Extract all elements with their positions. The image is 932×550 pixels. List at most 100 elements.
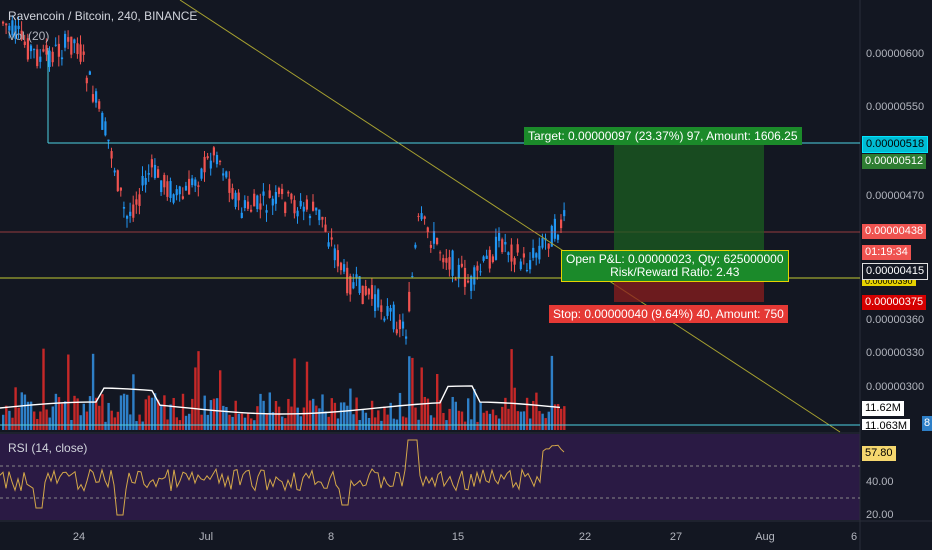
symbol-title[interactable]: Ravencoin / Bitcoin, 240, BINANCE bbox=[8, 9, 198, 23]
candle-body bbox=[370, 285, 374, 299]
candle-body bbox=[386, 306, 389, 316]
volume-bar bbox=[172, 397, 175, 430]
volume-bar bbox=[5, 405, 8, 430]
time-tick: 6 bbox=[850, 531, 858, 543]
volume-bar bbox=[110, 410, 113, 430]
candle-body bbox=[445, 258, 448, 263]
volume-bar bbox=[144, 399, 147, 430]
volume-bar bbox=[460, 411, 464, 430]
volume-bar bbox=[237, 413, 240, 430]
volume-bar bbox=[138, 414, 141, 430]
candle-body bbox=[411, 276, 414, 278]
volume-bar bbox=[414, 407, 417, 430]
candle-body bbox=[262, 191, 265, 196]
volume-bar bbox=[219, 370, 222, 430]
candle-body bbox=[299, 200, 302, 207]
candle-body bbox=[364, 286, 367, 295]
volume-bar bbox=[504, 397, 507, 430]
volume-bar bbox=[501, 406, 504, 430]
candle-body bbox=[82, 51, 85, 55]
candle-body bbox=[432, 231, 436, 244]
volume-legend[interactable]: Vol (20) bbox=[8, 29, 50, 43]
time-tick: Aug bbox=[755, 531, 775, 543]
volume-bar bbox=[336, 418, 340, 430]
candle-body bbox=[290, 193, 293, 200]
time-tick: 27 bbox=[669, 531, 683, 543]
candle-body bbox=[349, 276, 352, 295]
candle-body bbox=[426, 227, 429, 233]
volume-bar bbox=[265, 414, 268, 430]
candle-body bbox=[150, 159, 153, 168]
volume-bar bbox=[547, 411, 550, 430]
candle-body bbox=[541, 238, 544, 248]
volume-bar bbox=[33, 411, 36, 430]
candle-body bbox=[439, 252, 442, 254]
candle-body bbox=[122, 207, 126, 209]
volume-bar bbox=[556, 404, 560, 430]
volume-bar bbox=[54, 393, 58, 430]
candle-body bbox=[324, 224, 327, 232]
candle-body bbox=[352, 282, 355, 289]
volume-bar bbox=[436, 373, 439, 430]
candle-body bbox=[560, 219, 563, 229]
candle-body bbox=[525, 270, 529, 272]
volume-bar bbox=[88, 396, 92, 430]
candle-body bbox=[355, 274, 358, 278]
candles-series bbox=[2, 15, 566, 345]
candle-body bbox=[346, 267, 349, 294]
volume-bar bbox=[535, 392, 538, 430]
volume-bar bbox=[126, 394, 129, 430]
target-price-label: 0.00000518 bbox=[862, 136, 929, 153]
candle-body bbox=[42, 49, 45, 52]
candle-body bbox=[178, 186, 181, 195]
candle-body bbox=[54, 44, 57, 46]
rsi-legend[interactable]: RSI (14, close) bbox=[8, 441, 88, 455]
volume-bar bbox=[293, 358, 296, 430]
volume-bar bbox=[284, 418, 287, 430]
volume-series bbox=[0, 348, 566, 430]
candle-body bbox=[333, 248, 336, 261]
candle-body bbox=[271, 198, 274, 206]
volume-bar bbox=[525, 397, 529, 430]
candle-body bbox=[129, 211, 132, 217]
volume-bar bbox=[250, 418, 253, 430]
candle-body bbox=[563, 210, 566, 217]
candle-body bbox=[76, 43, 79, 55]
volume-bar bbox=[420, 367, 423, 430]
candle-body bbox=[101, 112, 104, 130]
candle-body bbox=[194, 179, 197, 186]
candle-body bbox=[26, 38, 29, 60]
volume-bar bbox=[560, 408, 563, 430]
volume-bar bbox=[107, 402, 110, 430]
candle-body bbox=[231, 188, 234, 199]
candle-body bbox=[414, 244, 417, 248]
candle-body bbox=[17, 25, 20, 30]
position-pnl-label[interactable]: Open P&L: 0.00000023, Qty: 625000000 Ris… bbox=[561, 250, 789, 282]
volume-bar bbox=[119, 395, 123, 430]
pnl-text: Open P&L: 0.00000023, Qty: 625000000 bbox=[566, 252, 784, 266]
candle-body bbox=[166, 181, 169, 197]
volume-bar bbox=[29, 401, 33, 430]
volume-bar bbox=[2, 414, 5, 430]
volume-bar bbox=[57, 397, 61, 430]
position-stop-label[interactable]: Stop: 0.00000040 (9.64%) 40, Amount: 750 bbox=[549, 305, 788, 323]
volume-bar bbox=[327, 416, 330, 430]
volume-bar bbox=[305, 361, 309, 430]
candle-body bbox=[380, 305, 383, 312]
volume-bar bbox=[349, 388, 352, 430]
price-tick: 0.00000300 bbox=[866, 381, 925, 393]
candle-body bbox=[48, 50, 51, 67]
position-target-label[interactable]: Target: 0.00000097 (23.37%) 97, Amount: … bbox=[524, 127, 802, 145]
volume-bar bbox=[324, 411, 327, 430]
candle-body bbox=[209, 160, 212, 169]
candle-body bbox=[228, 178, 231, 193]
candle-body bbox=[529, 260, 532, 270]
volume-bar bbox=[281, 416, 284, 430]
candle-body bbox=[5, 23, 8, 26]
candle-body bbox=[119, 187, 122, 191]
candle-body bbox=[39, 56, 42, 62]
volume-bar bbox=[129, 414, 132, 430]
volume-bar bbox=[401, 416, 405, 430]
volume-bar bbox=[377, 410, 380, 430]
